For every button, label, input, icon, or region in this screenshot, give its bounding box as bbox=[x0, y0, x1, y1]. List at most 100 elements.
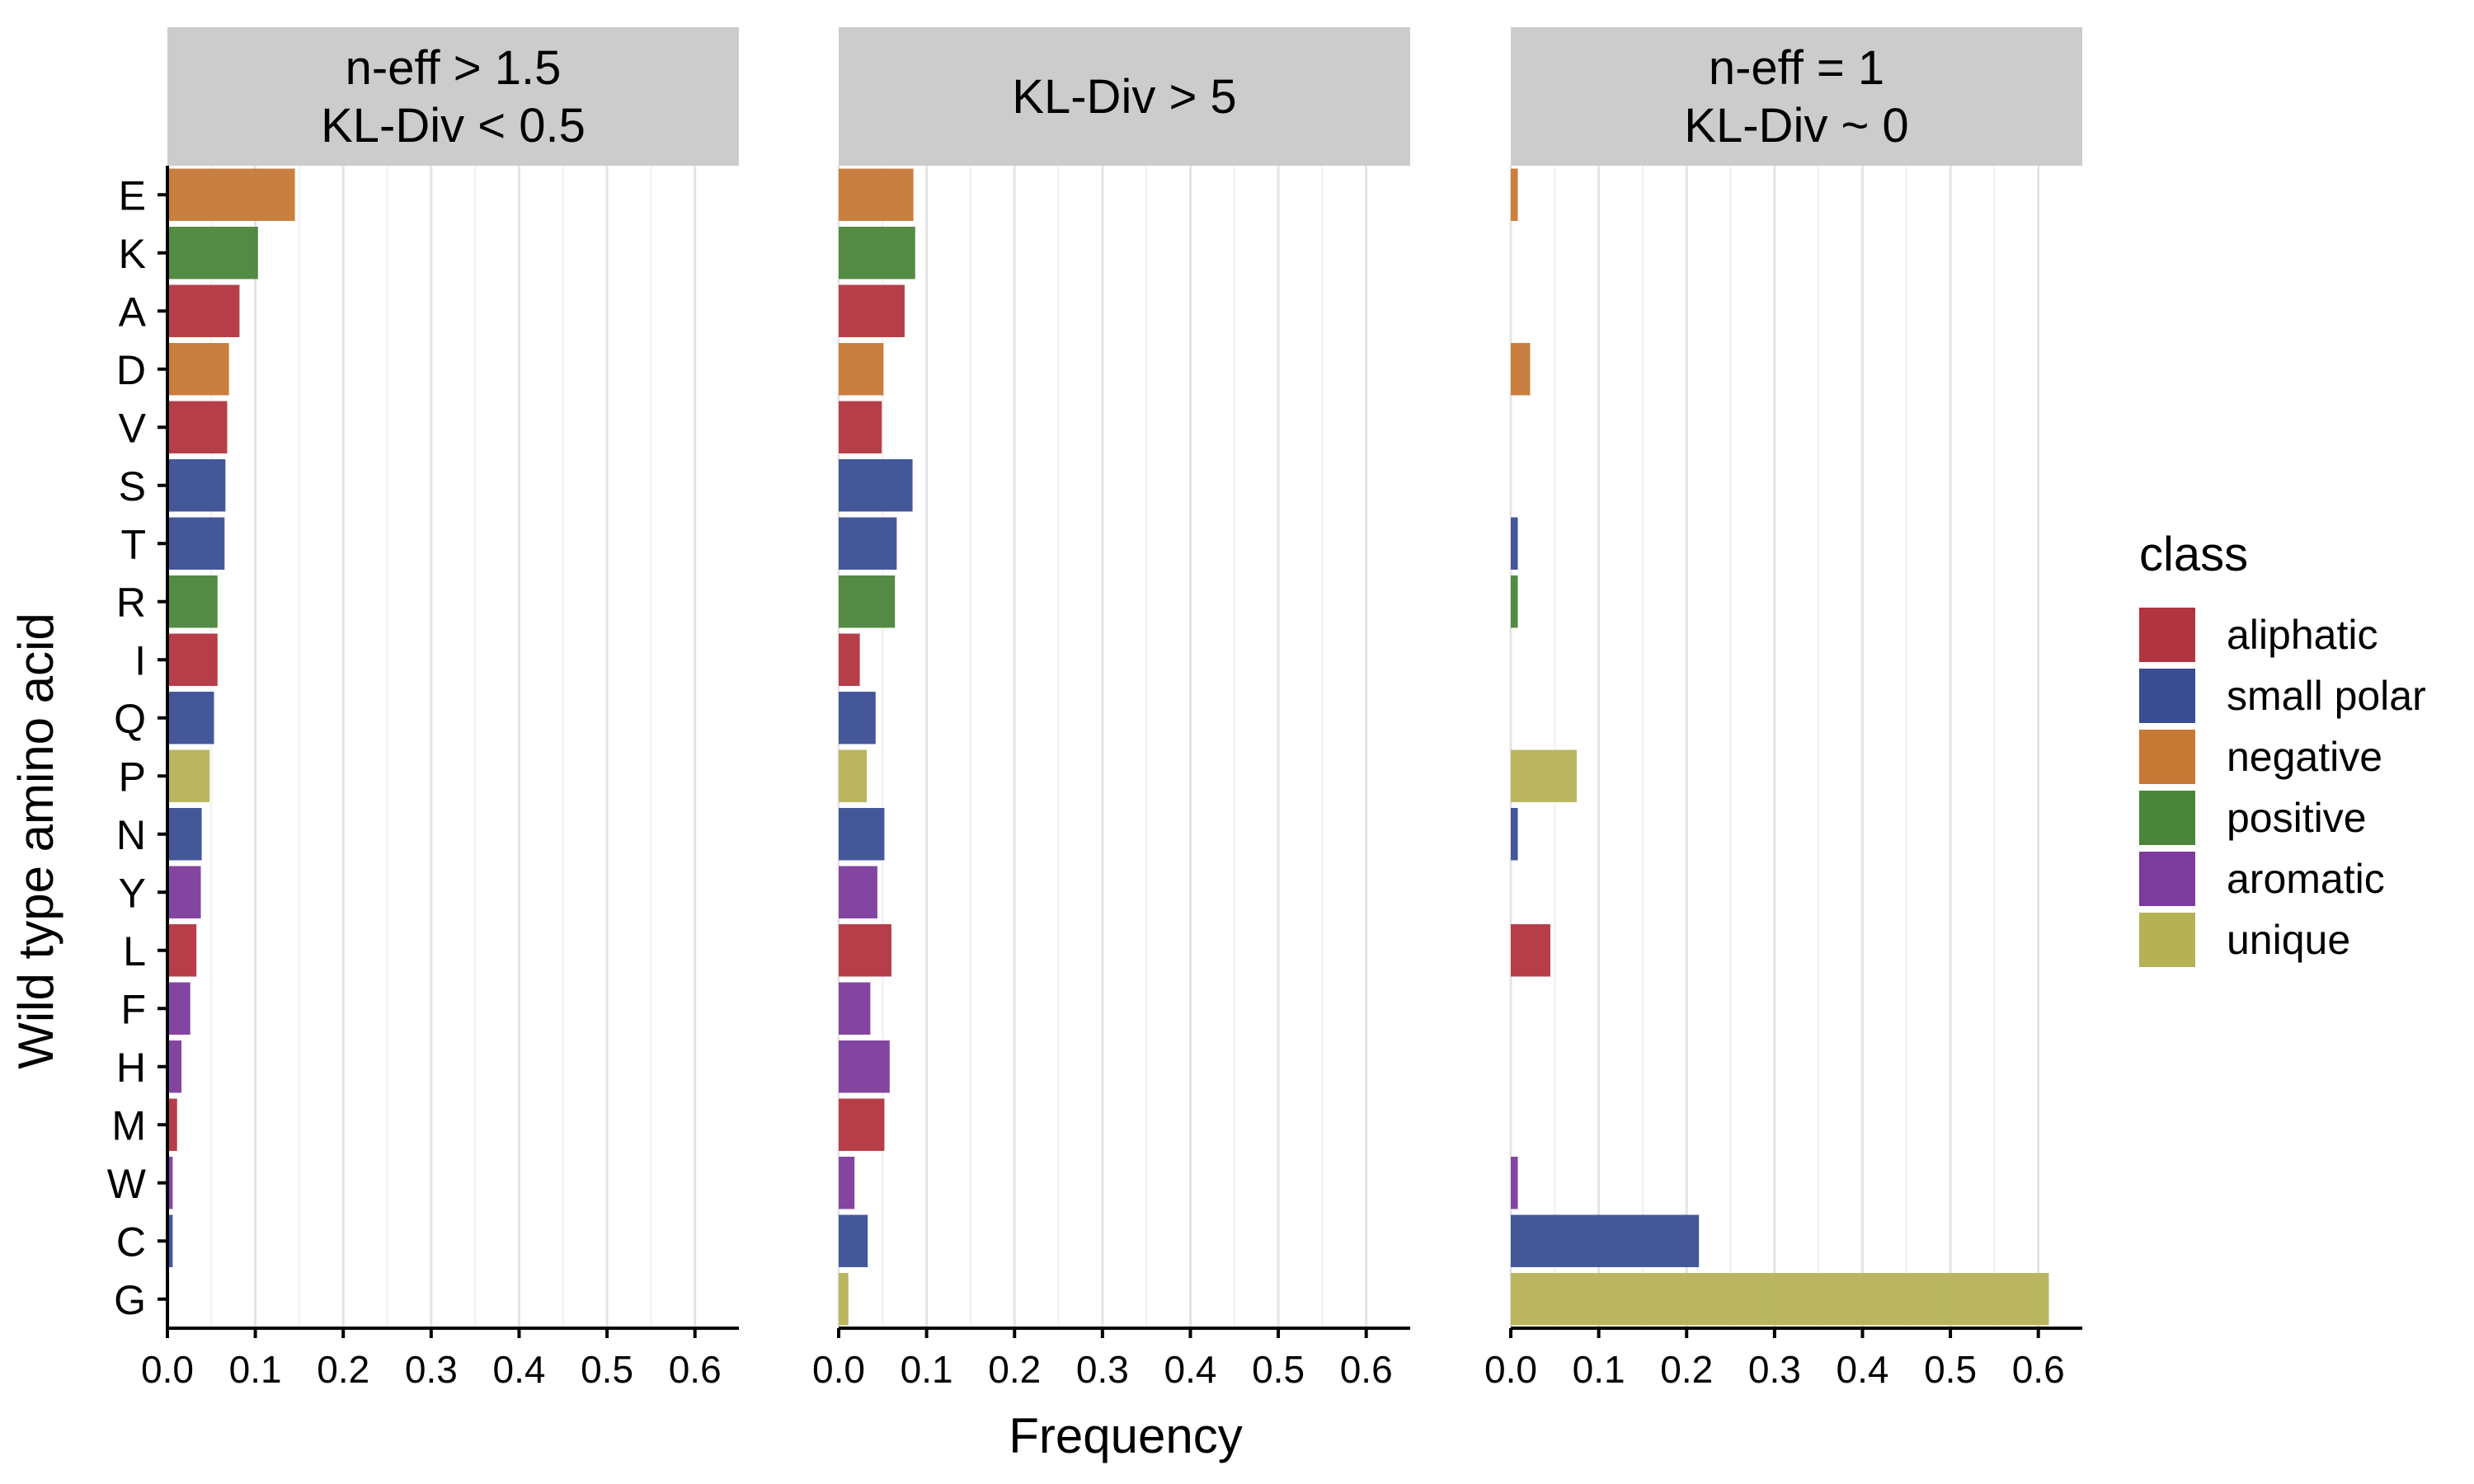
bar-H bbox=[167, 1040, 182, 1093]
legend-swatch-aliphatic bbox=[2139, 608, 2195, 662]
bar-T bbox=[167, 517, 225, 570]
bar-A bbox=[167, 284, 240, 337]
legend-label: aliphatic bbox=[2227, 612, 2378, 658]
x-tick-label: 0.2 bbox=[988, 1348, 1041, 1391]
facet-strip bbox=[1511, 27, 2082, 166]
bar-K bbox=[839, 227, 915, 279]
y-tick-label: F bbox=[120, 986, 146, 1032]
y-tick-label: E bbox=[119, 172, 146, 218]
legend-label: aromatic bbox=[2227, 856, 2385, 902]
y-tick-label: Y bbox=[119, 870, 146, 916]
bar-D bbox=[839, 343, 884, 396]
legend-swatch-small-polar bbox=[2139, 669, 2195, 723]
bar-C bbox=[167, 1214, 173, 1267]
bar-F bbox=[839, 982, 871, 1035]
y-tick-label: L bbox=[123, 928, 146, 974]
bar-C bbox=[839, 1214, 868, 1267]
bar-Q bbox=[167, 692, 214, 744]
y-tick-label: V bbox=[119, 405, 147, 451]
facet-title-line: KL-Div ~ 0 bbox=[1684, 99, 1908, 153]
y-tick-label: S bbox=[119, 463, 146, 510]
y-tick-label: Q bbox=[114, 696, 146, 742]
x-tick-label: 0.1 bbox=[1573, 1348, 1625, 1391]
x-tick-label: 0.3 bbox=[1076, 1348, 1129, 1391]
x-tick-label: 0.3 bbox=[405, 1348, 458, 1391]
x-tick-label: 0.0 bbox=[812, 1348, 865, 1391]
x-axis-title: Frequency bbox=[1009, 1408, 1242, 1463]
bar-V bbox=[167, 401, 228, 453]
x-tick-label: 0.2 bbox=[317, 1348, 369, 1391]
panel-1: n-eff > 1.5KL-Div < 0.5 0.0 0.1 0.2 0.3 0.4 0.… bbox=[141, 27, 739, 1391]
y-tick-label: P bbox=[119, 754, 146, 800]
legend-label: small polar bbox=[2227, 673, 2426, 719]
legend-label: unique bbox=[2227, 917, 2350, 963]
x-tick-label: 0.4 bbox=[492, 1348, 545, 1391]
bar-V bbox=[839, 401, 882, 453]
bar-Q bbox=[839, 692, 876, 744]
bar-T bbox=[839, 517, 897, 570]
legend-swatch-positive bbox=[2139, 791, 2195, 845]
bar-T bbox=[1511, 517, 1518, 570]
bar-M bbox=[839, 1098, 885, 1151]
bar-E bbox=[839, 168, 914, 221]
bar-W bbox=[839, 1157, 855, 1209]
x-tick-label: 0.1 bbox=[901, 1348, 953, 1391]
bar-D bbox=[1511, 343, 1531, 396]
bar-A bbox=[839, 284, 905, 337]
x-tick-label: 0.3 bbox=[1748, 1348, 1801, 1391]
bar-M bbox=[167, 1098, 177, 1151]
chart-panels: n-eff > 1.5KL-Div < 0.5 0.0 0.1 0.2 0.3 0.4 0.… bbox=[141, 27, 2082, 1391]
legend-swatch-negative bbox=[2139, 730, 2195, 784]
x-tick-label: 0.5 bbox=[1924, 1348, 1977, 1391]
bar-H bbox=[839, 1040, 890, 1093]
bar-Y bbox=[167, 866, 201, 918]
bar-R bbox=[1511, 575, 1518, 628]
x-tick-label: 0.0 bbox=[141, 1348, 194, 1391]
y-tick-label: H bbox=[116, 1045, 146, 1091]
bar-E bbox=[1511, 168, 1518, 221]
bar-I bbox=[839, 633, 860, 686]
bar-P bbox=[839, 749, 868, 802]
x-tick-label: 0.6 bbox=[2012, 1348, 2065, 1391]
x-tick-label: 0.2 bbox=[1660, 1348, 1713, 1391]
x-tick-label: 0.0 bbox=[1484, 1348, 1537, 1391]
bar-W bbox=[167, 1157, 173, 1209]
x-tick-label: 0.1 bbox=[229, 1348, 282, 1391]
panel-2: KL-Div > 5 0.0 0.1 0.2 0.3 0.4 0.5 0.6 bbox=[812, 27, 1410, 1391]
y-axis-title: Wild type amino acid bbox=[8, 613, 63, 1069]
facet-title-line: KL-Div < 0.5 bbox=[321, 99, 586, 153]
bar-L bbox=[839, 924, 891, 977]
bar-R bbox=[167, 575, 218, 628]
legend-swatch-unique bbox=[2139, 913, 2195, 967]
bar-S bbox=[167, 459, 226, 512]
facet-title-line: n-eff > 1.5 bbox=[346, 41, 562, 95]
y-tick-label: M bbox=[111, 1102, 146, 1148]
x-tick-label: 0.4 bbox=[1836, 1348, 1888, 1391]
bar-E bbox=[167, 168, 295, 221]
x-tick-label: 0.5 bbox=[1252, 1348, 1305, 1391]
y-tick-label: D bbox=[116, 347, 146, 393]
bar-W bbox=[1511, 1157, 1518, 1209]
bar-G bbox=[1511, 1273, 2049, 1326]
bar-P bbox=[167, 749, 210, 802]
bar-N bbox=[1511, 808, 1518, 861]
legend-swatch-aromatic bbox=[2139, 852, 2195, 906]
bar-P bbox=[1511, 749, 1577, 802]
y-tick-label: K bbox=[119, 231, 146, 277]
y-tick-label: W bbox=[107, 1161, 147, 1207]
y-tick-label: C bbox=[116, 1219, 146, 1265]
legend-label: positive bbox=[2227, 795, 2367, 841]
x-tick-label: 0.6 bbox=[669, 1348, 722, 1391]
x-tick-label: 0.4 bbox=[1164, 1348, 1216, 1391]
bar-L bbox=[167, 924, 197, 977]
bar-G bbox=[839, 1273, 849, 1326]
bar-I bbox=[167, 633, 218, 686]
bar-N bbox=[839, 808, 885, 861]
legend-label: negative bbox=[2227, 734, 2382, 780]
y-tick-label: A bbox=[119, 289, 147, 335]
legend-title: class bbox=[2139, 528, 2248, 581]
bar-D bbox=[167, 343, 229, 396]
bar-R bbox=[839, 575, 896, 628]
bar-S bbox=[839, 459, 913, 512]
